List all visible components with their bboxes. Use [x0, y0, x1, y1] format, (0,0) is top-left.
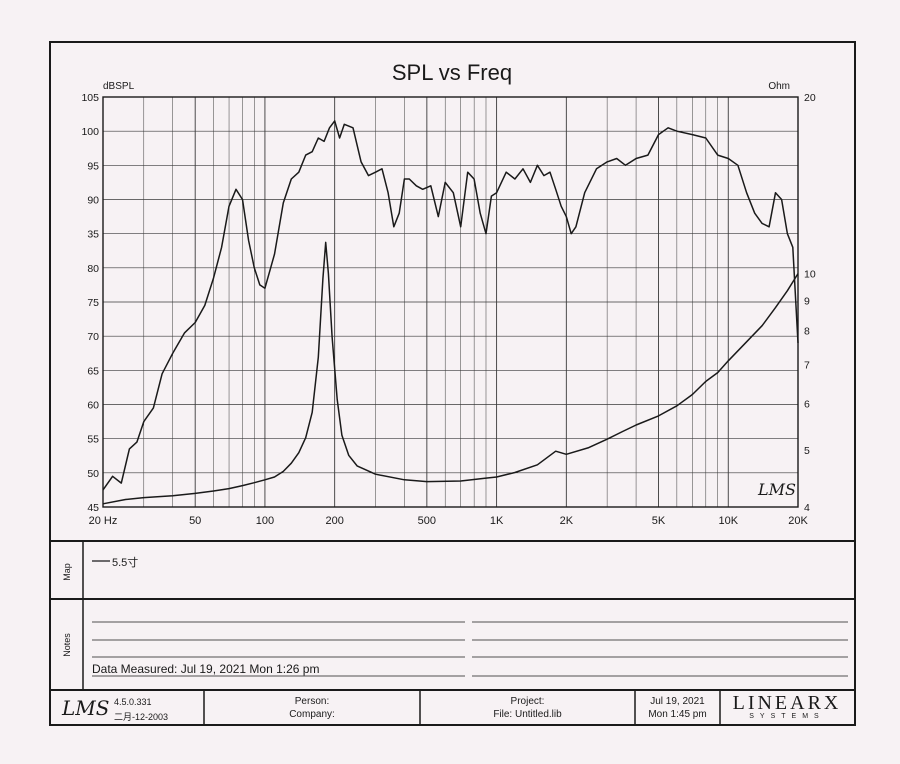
- y-right-tick-label: 20: [804, 92, 816, 104]
- notes-lines: [92, 621, 848, 677]
- y-left-tick-label: 95: [87, 160, 99, 172]
- x-tick-label: 500: [418, 515, 436, 527]
- tick-label-layer: 20 Hz 50 100 200 500 1K 2K 5K 10K 20K105100959035…: [81, 92, 815, 527]
- map-section-label: Map: [62, 563, 72, 581]
- footer-date: Jul 19, 2021: [650, 696, 705, 707]
- spl-curve: [102, 120, 799, 491]
- x-tick-label: 1K: [490, 515, 504, 527]
- left-axis-unit: dBSPL: [103, 81, 135, 92]
- y-right-tick-label: 6: [804, 399, 810, 411]
- footer-lms-logo: LMS: [62, 696, 110, 720]
- y-right-tick-label: 9: [804, 295, 810, 307]
- series-layer: [102, 120, 799, 505]
- y-right-tick-label: 8: [804, 325, 810, 337]
- footer-project-label: Project:: [510, 696, 545, 707]
- x-tick-label: 200: [325, 515, 343, 527]
- right-axis-unit: Ohm: [768, 81, 790, 92]
- y-right-tick-label: 7: [804, 359, 810, 371]
- data-measured-text: Data Measured: Jul 19, 2021 Mon 1:26 pm: [92, 662, 320, 676]
- y-right-tick-label: 5: [804, 445, 810, 457]
- y-left-tick-label: 75: [87, 297, 99, 309]
- linearx-brand-subtitle: SYSTEMS: [749, 713, 825, 720]
- footer-version: 4.5.0.331: [114, 697, 152, 707]
- chart-lms-logo: LMS: [758, 480, 796, 499]
- footer-person-label: Person:: [294, 696, 330, 707]
- linearx-brand-logo: LINEARX: [732, 692, 842, 714]
- y-left-tick-label: 60: [87, 400, 99, 412]
- x-tick-label: 50: [189, 515, 201, 527]
- y-left-tick-label: 90: [87, 195, 99, 207]
- y-right-tick-label: 4: [804, 502, 810, 514]
- footer-version-date: 二月-12-2003: [114, 712, 169, 722]
- x-tick-label: 5K: [652, 515, 666, 527]
- impedance-curve: [102, 241, 799, 505]
- x-tick-label: 10K: [718, 515, 738, 527]
- footer-time: Mon 1:45 pm: [648, 709, 707, 720]
- footer-file-label: File: Untitled.lib: [493, 709, 562, 720]
- y-left-tick-label: 45: [87, 502, 99, 514]
- y-left-tick-label: 50: [87, 468, 99, 480]
- y-left-tick-label: 100: [81, 126, 99, 138]
- y-left-tick-label: 80: [87, 263, 99, 275]
- plot-frame: [102, 96, 799, 508]
- y-left-tick-label: 70: [87, 331, 99, 343]
- y-left-tick-label: 55: [87, 434, 99, 446]
- y-left-tick-label: 105: [81, 92, 99, 104]
- page-border: [49, 41, 856, 726]
- x-tick-label: 100: [256, 515, 274, 527]
- notes-section-label: Notes: [62, 633, 72, 657]
- grid-layer: [102, 96, 799, 508]
- x-tick-label: 20 Hz: [89, 515, 118, 527]
- y-right-tick-label: 10: [804, 269, 816, 281]
- y-left-tick-label: 65: [87, 365, 99, 377]
- y-left-tick-label: 35: [87, 229, 99, 241]
- legend-entry-label: 5.5寸: [112, 557, 139, 569]
- footer-company-label: Company:: [289, 709, 335, 720]
- chart-title: SPL vs Freq: [392, 60, 512, 85]
- x-tick-label: 20K: [788, 515, 808, 527]
- x-tick-label: 2K: [560, 515, 574, 527]
